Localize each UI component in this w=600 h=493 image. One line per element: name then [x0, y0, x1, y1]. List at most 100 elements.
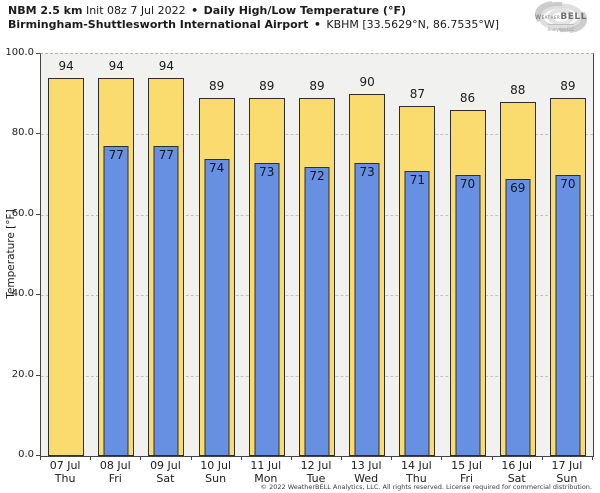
low-value-label: 72 [309, 168, 325, 183]
x-tick-mark [240, 456, 242, 460]
x-label-date: 12 Jul [300, 459, 332, 472]
y-axis-label: Temperature [°F] [5, 209, 17, 299]
low-value-label: 74 [208, 160, 225, 175]
x-tick-label: 12 Jul Tue [291, 459, 341, 485]
x-label-date: 10 Jul [200, 459, 231, 472]
low-bar: 71 [404, 170, 430, 456]
y-tick-mark [36, 455, 40, 456]
x-tick-label: 17 Jul Sun [542, 459, 592, 485]
low-bar: 77 [153, 146, 179, 456]
chart-header: NBM 2.5 km Init 08z 7 Jul 2022 • Daily H… [8, 4, 499, 32]
y-tick-mark [36, 374, 40, 376]
high-value-label: 89 [560, 79, 576, 94]
high-bar [48, 78, 85, 456]
x-tick-label: 09 Jul Sat [140, 459, 190, 485]
x-label-date: 09 Jul [150, 459, 181, 472]
y-tick-label: 100.0 [5, 47, 34, 58]
plot-area: 94 94 77 94 77 89 74 89 73 89 72 90 73 87 71 86 70 88 69 89… [40, 53, 594, 457]
x-tick-label: 16 Jul Sat [492, 459, 542, 485]
x-tick-label: 15 Jul Fri [441, 459, 491, 485]
low-value-label: 77 [158, 148, 175, 163]
high-value-label: 89 [259, 79, 275, 94]
station-coordinates: KBHM [33.5629°N, 86.7535°W] [326, 18, 500, 31]
day-slot: 94 77 [91, 54, 141, 456]
day-slot: 89 73 [242, 54, 292, 456]
day-slot: 94 77 [141, 54, 191, 456]
x-tick-mark [140, 456, 142, 460]
high-value-label: 86 [459, 91, 476, 106]
y-tick-mark [36, 294, 40, 296]
logo-text: WeatherBELL Analytics LLC [526, 10, 596, 34]
x-tick-label: 14 Jul Thu [391, 459, 441, 485]
low-value-label: 73 [259, 164, 275, 179]
title-separator-2: • [313, 18, 321, 31]
x-tick-mark [40, 456, 41, 460]
logo-weather-text: Weather [535, 14, 561, 21]
high-value-label: 89 [208, 79, 225, 94]
x-tick-mark [391, 456, 393, 460]
y-tick-label: 60.0 [11, 207, 34, 219]
low-value-label: 73 [359, 164, 375, 179]
title-separator: • [191, 4, 199, 17]
low-bar: 74 [204, 158, 230, 456]
high-value-label: 94 [58, 59, 74, 74]
low-value-label: 70 [560, 176, 576, 191]
y-tick-label: 40.0 [11, 288, 34, 300]
low-bar: 70 [555, 174, 581, 456]
x-tick-label: 11 Jul Mon [241, 459, 291, 485]
day-slot: 89 74 [192, 54, 242, 456]
x-tick-mark [592, 456, 593, 460]
low-bar: 73 [254, 162, 280, 456]
x-label-weekday: Wed [354, 472, 379, 485]
low-bar: 73 [354, 162, 380, 456]
x-label-weekday: Tue [306, 472, 326, 485]
day-slot: 87 71 [392, 54, 442, 456]
logo-subtext: Analytics LLC [547, 24, 575, 34]
day-slot: 89 70 [543, 54, 593, 456]
y-tick-mark [36, 213, 40, 215]
x-label-weekday: Fri [108, 472, 122, 485]
x-tick-label: 07 Jul Thu [40, 459, 90, 485]
day-slot: 94 [41, 54, 91, 456]
product-name: Daily High/Low Temperature (°F) [203, 4, 406, 17]
y-tick-mark [36, 53, 40, 54]
x-label-date: 11 Jul [250, 459, 282, 472]
x-label-weekday: Thu [406, 472, 427, 485]
x-tick-mark [190, 456, 192, 460]
weatherbell-logo: WeatherBELL Analytics LLC [526, 1, 596, 33]
y-tick-mark [36, 133, 40, 135]
x-label-date: 17 Jul [551, 459, 583, 472]
x-label-date: 07 Jul [49, 459, 81, 472]
title-line-2: Birmingham-Shuttlesworth International A… [8, 18, 499, 32]
low-value-label: 70 [459, 176, 476, 191]
low-value-label: 77 [108, 148, 124, 163]
y-tick-label: 20.0 [11, 368, 34, 380]
x-label-date: 13 Jul [350, 459, 382, 472]
x-tick-label: 13 Jul Wed [341, 459, 391, 485]
high-value-label: 88 [510, 83, 526, 98]
x-tick-mark [290, 456, 292, 460]
x-tick-label: 10 Jul Sun [191, 459, 241, 485]
low-bar: 69 [505, 178, 531, 456]
title-line-1: NBM 2.5 km Init 08z 7 Jul 2022 • Daily H… [8, 4, 499, 18]
low-bar: 70 [455, 174, 481, 456]
x-label-weekday: Sat [156, 472, 175, 485]
x-label-date: 14 Jul [400, 459, 432, 472]
x-tick-mark [541, 456, 543, 460]
y-tick-label: 80.0 [11, 127, 34, 139]
hurricane-swirl-icon [534, 1, 588, 33]
day-slot: 88 69 [493, 54, 543, 456]
day-slot: 89 72 [292, 54, 342, 456]
x-label-weekday: Sun [556, 472, 578, 485]
low-bar: 77 [103, 146, 129, 456]
x-tick-label: 08 Jul Fri [90, 459, 140, 485]
day-slot: 90 73 [342, 54, 392, 456]
x-label-weekday: Thu [54, 472, 76, 485]
y-tick-label: 0.0 [18, 449, 34, 460]
x-tick-mark [491, 456, 493, 460]
logo-bell-text: BELL [560, 12, 587, 22]
x-tick-mark [90, 456, 92, 460]
high-value-label: 90 [359, 75, 375, 90]
x-label-weekday: Mon [254, 472, 278, 485]
high-value-label: 89 [309, 79, 325, 94]
